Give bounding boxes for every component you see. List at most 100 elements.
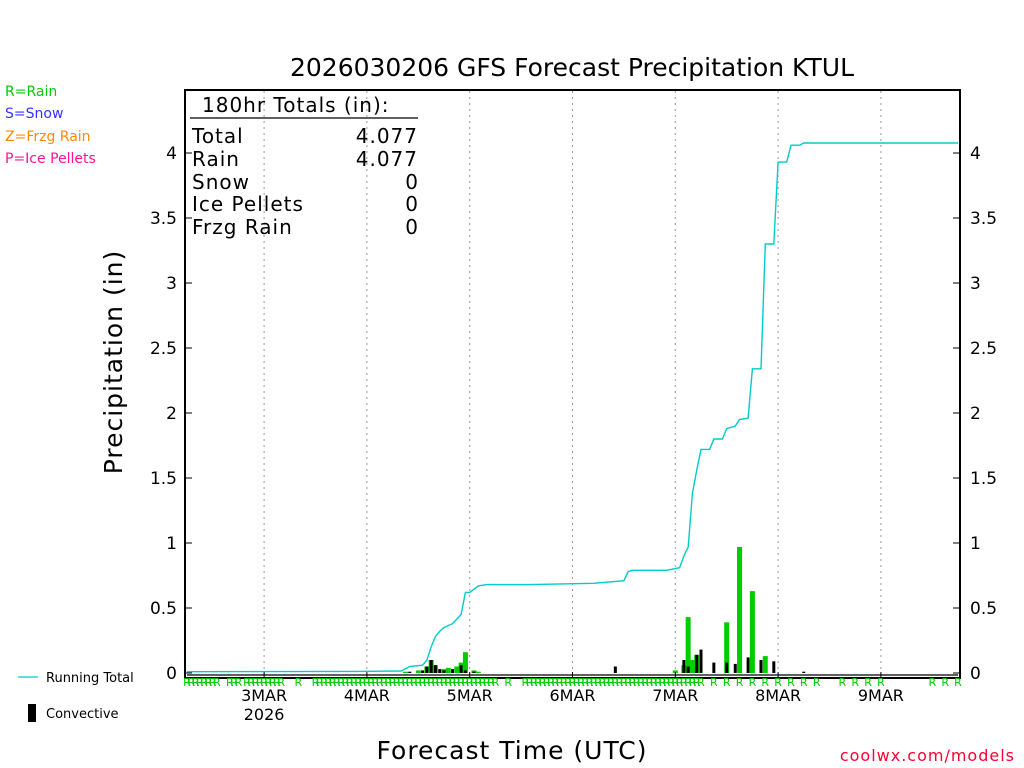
rain-code: R — [209, 676, 217, 689]
rain-code: R — [355, 676, 363, 689]
convective-bar — [463, 670, 467, 673]
rain-code: R — [641, 676, 649, 689]
rain-code: R — [607, 676, 615, 689]
legend-rain: R=Rain — [5, 84, 57, 100]
running-total-polyline — [186, 142, 958, 673]
y-tick-label-left: 1 — [166, 534, 177, 554]
rain-code: R — [603, 676, 611, 689]
chart-title: 2026030206 GFS Forecast Precipitation KT… — [290, 53, 854, 82]
rain-code: R — [256, 676, 264, 689]
rain-code: R — [427, 676, 435, 689]
rain-code: R — [389, 676, 397, 689]
rain-code: R — [432, 676, 440, 689]
rain-code: R — [547, 676, 555, 689]
rain-code: R — [423, 676, 431, 689]
rain-code: R — [749, 676, 757, 689]
rain-code: R — [269, 676, 277, 689]
x-tick-label: 5MAR — [447, 686, 493, 705]
rain-code: R — [564, 676, 572, 689]
x-tick-label: 3MAR — [241, 686, 287, 705]
y-tick-label-right: 2.5 — [970, 339, 997, 359]
rain-code: R — [363, 676, 371, 689]
rain-code: R — [457, 676, 465, 689]
credit-link[interactable]: coolwx.com/models — [840, 746, 1015, 765]
total-bar — [737, 546, 743, 673]
total-bar — [749, 591, 755, 673]
convective-bar — [733, 663, 737, 673]
legend-ice-pellets: P=Ice Pellets — [5, 151, 96, 167]
rain-code: R — [492, 676, 500, 689]
rain-code: R — [183, 676, 191, 689]
rain-code: R — [671, 676, 679, 689]
rain-code: R — [774, 676, 782, 689]
convective-legend-label: Convective — [46, 707, 119, 722]
convective-bar — [451, 669, 455, 673]
rain-code: R — [367, 676, 375, 689]
y-tick-label-left: 4 — [166, 144, 177, 164]
x-tick-label: 4MAR — [344, 686, 390, 705]
rain-code: R — [449, 676, 457, 689]
convective-bar — [408, 671, 412, 673]
rain-code: R — [612, 676, 620, 689]
rain-code: R — [260, 676, 268, 689]
rain-code: R — [534, 676, 542, 689]
total-bars — [402, 546, 768, 673]
total-bar — [462, 652, 468, 673]
y-tick-label-right: 4 — [970, 144, 981, 164]
convective-bar — [695, 654, 699, 673]
convective-bar — [725, 662, 729, 673]
rain-code: R — [359, 676, 367, 689]
convective-bar — [421, 670, 425, 673]
convective-bar — [472, 671, 476, 673]
rain-code: R — [453, 676, 461, 689]
y-tick-label-right: 2 — [970, 404, 981, 424]
x-tick-label: 6MAR — [549, 686, 595, 705]
rain-code: R — [333, 676, 341, 689]
y-tick-label-left: 0 — [166, 664, 177, 684]
totals-heading: 180hr Totals (in): — [202, 93, 390, 117]
rain-code: R — [200, 676, 208, 689]
convective-bar — [429, 660, 433, 673]
rain-code: R — [573, 676, 581, 689]
rain-code: R — [800, 676, 808, 689]
rain-code: R — [560, 676, 568, 689]
y-tick-label-left: 2 — [166, 404, 177, 424]
rain-code: R — [410, 676, 418, 689]
rain-code: R — [522, 676, 530, 689]
rain-code: R — [877, 676, 885, 689]
rain-code: R — [402, 676, 410, 689]
rain-code: R — [504, 676, 512, 689]
rain-code: R — [295, 676, 303, 689]
rain-code: R — [393, 676, 401, 689]
rain-code: R — [530, 676, 538, 689]
convective-bar — [772, 661, 776, 673]
rain-code: R — [813, 676, 821, 689]
convective-bar — [438, 669, 442, 673]
rain-code: R — [941, 676, 949, 689]
y-tick-label-left: 2.5 — [150, 339, 177, 359]
rain-code: R — [689, 676, 697, 689]
rain-code: R — [697, 676, 705, 689]
rain-code: R — [436, 676, 444, 689]
totals-label-snow: Snow — [192, 170, 250, 194]
totals-value-rain: 4.077 — [356, 147, 418, 171]
running-total-legend-label: Running Total — [46, 671, 134, 686]
rain-code: R — [213, 676, 221, 689]
rain-code: R — [384, 676, 392, 689]
rain-code: R — [663, 676, 671, 689]
rain-code: R — [680, 676, 688, 689]
convective-bar — [442, 670, 446, 673]
rain-code: R — [320, 676, 328, 689]
total-bar — [415, 670, 421, 673]
rain-code: R — [380, 676, 388, 689]
rain-code: R — [761, 676, 769, 689]
convective-bar — [425, 666, 429, 673]
rain-code: R — [954, 676, 962, 689]
rain-code: R — [187, 676, 195, 689]
rain-code: R — [526, 676, 534, 689]
rain-code: R — [586, 676, 594, 689]
rain-code: R — [556, 676, 564, 689]
rain-code: R — [444, 676, 452, 689]
rain-code: R — [620, 676, 628, 689]
